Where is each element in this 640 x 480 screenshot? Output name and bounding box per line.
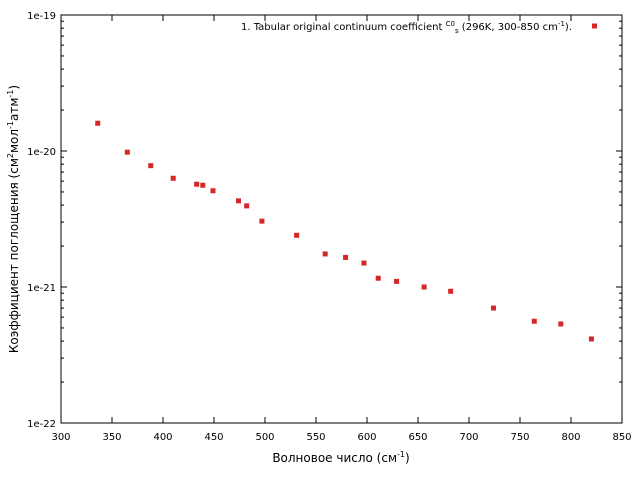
data-point xyxy=(194,181,200,187)
x-tick-label: 850 xyxy=(612,432,631,443)
data-point xyxy=(361,260,367,266)
data-point xyxy=(375,275,381,281)
plot-frame xyxy=(60,14,623,424)
x-axis-label: Волновое число (см-1) xyxy=(272,450,409,465)
data-point xyxy=(95,120,101,126)
data-point xyxy=(531,318,537,324)
x-tick-label: 400 xyxy=(153,432,172,443)
x-tick-label: 800 xyxy=(561,432,580,443)
y-axis-label: Коэффициент поглощения (см2мол-1атм-1) xyxy=(6,85,21,353)
data-point xyxy=(322,251,328,257)
data-point xyxy=(294,232,300,238)
legend-label: 1. Tabular original continuum coefficien… xyxy=(241,20,572,35)
y-tick-label: 1e-20 xyxy=(27,147,56,158)
data-point xyxy=(558,321,564,327)
data-point xyxy=(490,305,496,311)
data-point xyxy=(394,278,400,284)
y-tick-label: 1e-19 xyxy=(27,11,56,22)
data-point xyxy=(170,175,176,181)
legend-marker xyxy=(592,23,597,29)
y-ticks: 1e-22 1e-21 1e-20 1e-19 xyxy=(27,11,622,430)
x-tick-label: 350 xyxy=(102,432,121,443)
x-ticks: 300 350 400 450 500 550 600 650 700 750 800 850 xyxy=(51,15,632,443)
data-point xyxy=(244,203,250,209)
data-point xyxy=(210,188,216,194)
y-tick-label: 1e-21 xyxy=(27,283,56,294)
x-tick-label: 650 xyxy=(408,432,427,443)
x-tick-label: 600 xyxy=(357,432,376,443)
data-point xyxy=(200,182,206,188)
x-tick-label: 700 xyxy=(459,432,478,443)
x-tick-label: 550 xyxy=(306,432,325,443)
data-point xyxy=(343,254,349,260)
legend: 1. Tabular original continuum coefficien… xyxy=(241,20,597,35)
data-point xyxy=(148,163,154,169)
x-tick-label: 750 xyxy=(510,432,529,443)
x-tick-label: 500 xyxy=(255,432,274,443)
data-point xyxy=(124,149,130,155)
data-point xyxy=(235,198,241,204)
data-point xyxy=(259,218,265,224)
x-tick-label: 450 xyxy=(204,432,223,443)
data-points xyxy=(95,120,594,342)
data-point xyxy=(421,284,427,290)
x-tick-label: 300 xyxy=(51,432,70,443)
y-tick-label: 1e-22 xyxy=(27,419,56,430)
data-point xyxy=(448,288,454,294)
data-point xyxy=(588,336,594,342)
